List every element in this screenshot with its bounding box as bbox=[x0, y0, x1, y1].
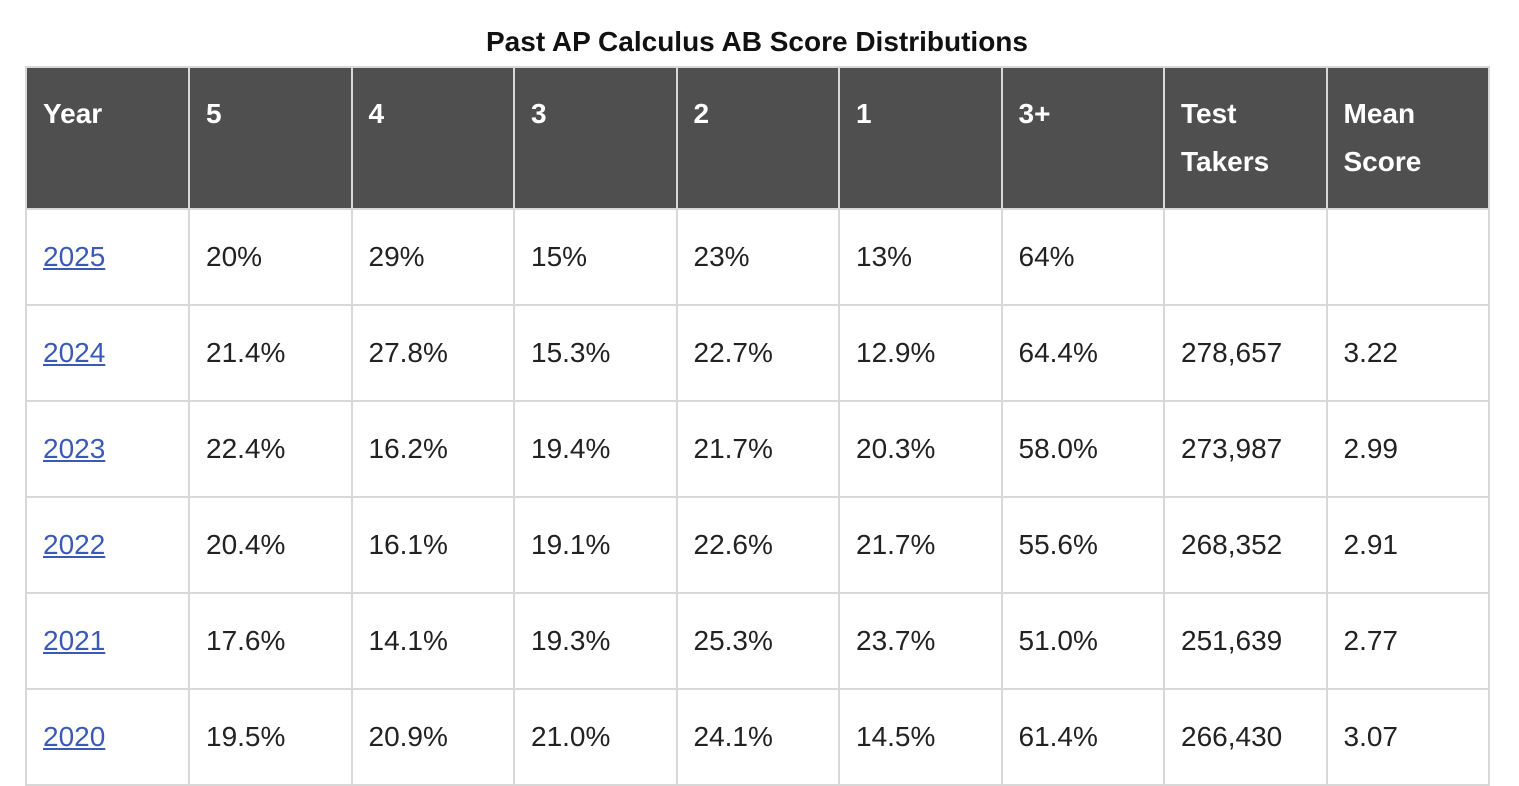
test-takers-cell: 278,657 bbox=[1163, 304, 1328, 402]
score-2-cell: 22.6% bbox=[675, 496, 840, 594]
test-takers-cell: 268,352 bbox=[1163, 496, 1328, 594]
score-5-cell: 20% bbox=[188, 208, 353, 306]
year-link[interactable]: 2025 bbox=[43, 241, 106, 272]
score-distribution-table: Year 5 4 3 2 1 3+ Test Takers Mean Score… bbox=[25, 66, 1490, 786]
mean-score-cell: 3.07 bbox=[1325, 688, 1490, 786]
score-3-plus-cell: 64% bbox=[1000, 208, 1165, 306]
mean-score-cell: 2.91 bbox=[1325, 496, 1490, 594]
year-link[interactable]: 2020 bbox=[43, 721, 106, 752]
score-1-cell: 12.9% bbox=[838, 304, 1003, 402]
year-link[interactable]: 2024 bbox=[43, 337, 106, 368]
year-cell: 2023 bbox=[25, 400, 190, 498]
score-3-cell: 21.0% bbox=[513, 688, 678, 786]
score-1-cell: 20.3% bbox=[838, 400, 1003, 498]
score-3-cell: 19.3% bbox=[513, 592, 678, 690]
column-header-score-4: 4 bbox=[350, 66, 515, 210]
score-1-cell: 21.7% bbox=[838, 496, 1003, 594]
table-row: 2023 22.4% 16.2% 19.4% 21.7% 20.3% 58.0%… bbox=[25, 400, 1490, 498]
score-4-cell: 20.9% bbox=[350, 688, 515, 786]
score-2-cell: 21.7% bbox=[675, 400, 840, 498]
year-cell: 2020 bbox=[25, 688, 190, 786]
score-5-cell: 22.4% bbox=[188, 400, 353, 498]
year-cell: 2021 bbox=[25, 592, 190, 690]
column-header-score-3-plus: 3+ bbox=[1000, 66, 1165, 210]
score-4-cell: 16.1% bbox=[350, 496, 515, 594]
score-1-cell: 13% bbox=[838, 208, 1003, 306]
table-header-row: Year 5 4 3 2 1 3+ Test Takers Mean Score bbox=[25, 66, 1490, 210]
score-2-cell: 22.7% bbox=[675, 304, 840, 402]
column-header-score-3: 3 bbox=[513, 66, 678, 210]
mean-score-cell: 2.77 bbox=[1325, 592, 1490, 690]
year-cell: 2022 bbox=[25, 496, 190, 594]
score-2-cell: 23% bbox=[675, 208, 840, 306]
year-cell: 2025 bbox=[25, 208, 190, 306]
year-cell: 2024 bbox=[25, 304, 190, 402]
year-link[interactable]: 2022 bbox=[43, 529, 106, 560]
score-3-cell: 19.4% bbox=[513, 400, 678, 498]
score-3-plus-cell: 51.0% bbox=[1000, 592, 1165, 690]
test-takers-cell: 273,987 bbox=[1163, 400, 1328, 498]
column-header-mean-score: Mean Score bbox=[1325, 66, 1490, 210]
mean-score-cell bbox=[1325, 208, 1490, 306]
mean-score-cell: 2.99 bbox=[1325, 400, 1490, 498]
score-4-cell: 27.8% bbox=[350, 304, 515, 402]
score-2-cell: 25.3% bbox=[675, 592, 840, 690]
score-3-cell: 15.3% bbox=[513, 304, 678, 402]
year-link[interactable]: 2023 bbox=[43, 433, 106, 464]
table-row: 2024 21.4% 27.8% 15.3% 22.7% 12.9% 64.4%… bbox=[25, 304, 1490, 402]
score-3-cell: 19.1% bbox=[513, 496, 678, 594]
score-3-plus-cell: 55.6% bbox=[1000, 496, 1165, 594]
column-header-test-takers: Test Takers bbox=[1163, 66, 1328, 210]
score-5-cell: 19.5% bbox=[188, 688, 353, 786]
score-1-cell: 14.5% bbox=[838, 688, 1003, 786]
score-4-cell: 29% bbox=[350, 208, 515, 306]
column-header-year: Year bbox=[25, 66, 190, 210]
score-1-cell: 23.7% bbox=[838, 592, 1003, 690]
table-row: 2025 20% 29% 15% 23% 13% 64% bbox=[25, 208, 1490, 306]
test-takers-cell: 266,430 bbox=[1163, 688, 1328, 786]
table-row: 2020 19.5% 20.9% 21.0% 24.1% 14.5% 61.4%… bbox=[25, 688, 1490, 786]
score-4-cell: 16.2% bbox=[350, 400, 515, 498]
score-3-plus-cell: 61.4% bbox=[1000, 688, 1165, 786]
column-header-score-1: 1 bbox=[838, 66, 1003, 210]
score-3-plus-cell: 58.0% bbox=[1000, 400, 1165, 498]
score-3-plus-cell: 64.4% bbox=[1000, 304, 1165, 402]
score-4-cell: 14.1% bbox=[350, 592, 515, 690]
column-header-score-2: 2 bbox=[675, 66, 840, 210]
score-2-cell: 24.1% bbox=[675, 688, 840, 786]
score-3-cell: 15% bbox=[513, 208, 678, 306]
score-5-cell: 21.4% bbox=[188, 304, 353, 402]
table-row: 2022 20.4% 16.1% 19.1% 22.6% 21.7% 55.6%… bbox=[25, 496, 1490, 594]
year-link[interactable]: 2021 bbox=[43, 625, 106, 656]
score-5-cell: 20.4% bbox=[188, 496, 353, 594]
score-5-cell: 17.6% bbox=[188, 592, 353, 690]
table-row: 2021 17.6% 14.1% 19.3% 25.3% 23.7% 51.0%… bbox=[25, 592, 1490, 690]
test-takers-cell bbox=[1163, 208, 1328, 306]
mean-score-cell: 3.22 bbox=[1325, 304, 1490, 402]
table-title: Past AP Calculus AB Score Distributions bbox=[486, 26, 1028, 57]
column-header-score-5: 5 bbox=[188, 66, 353, 210]
test-takers-cell: 251,639 bbox=[1163, 592, 1328, 690]
